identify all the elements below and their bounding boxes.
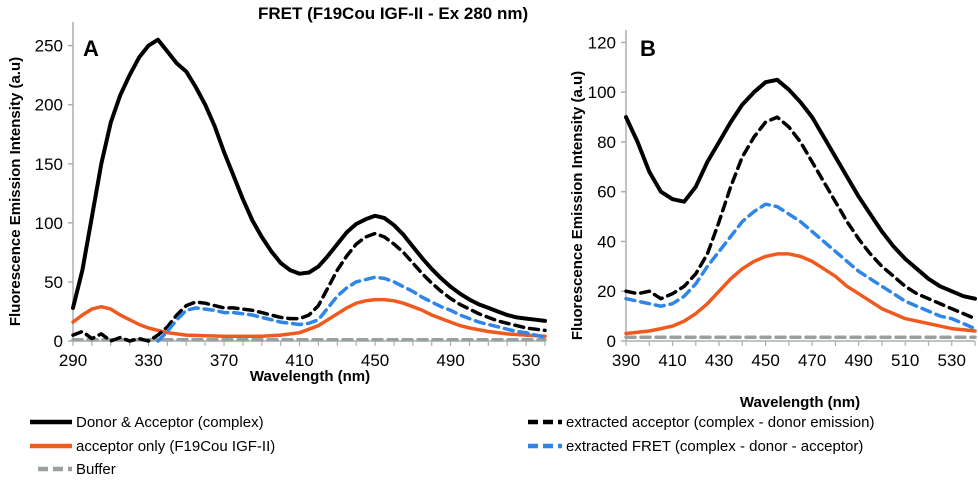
- legend-item-acceptor-only-f19cou-igf-ii: acceptor only (F19Cou IGF-II): [30, 438, 275, 455]
- series-line-donor-acceptor-complex: [624, 77, 977, 301]
- y-tick-label: 100: [588, 83, 616, 102]
- legend-label: Buffer: [76, 461, 116, 478]
- y-axis-label: Fluorescence Emission Intensity (a.u): [7, 57, 24, 326]
- y-tick-label: 40: [597, 232, 616, 251]
- y-axis-label: Fluorescence Emission Intensity (a.u): [569, 71, 586, 340]
- panel-letter: A: [83, 36, 99, 61]
- series-line-donor-acceptor-complex: [71, 37, 547, 323]
- x-tick-label: 370: [210, 351, 238, 370]
- chart-title: FRET (F19Cou IGF-II - Ex 280 nm): [258, 4, 528, 23]
- x-tick-label: 290: [59, 351, 87, 370]
- legend-item-buffer: Buffer: [38, 461, 116, 478]
- series-line-extracted-acceptor-complex-donor-emission: [71, 231, 547, 343]
- x-tick-label: 450: [361, 351, 389, 370]
- x-tick-label: 450: [751, 351, 779, 370]
- y-tick-label: 80: [597, 133, 616, 152]
- x-axis-label: Wavelength (nm): [250, 368, 370, 385]
- x-tick-label: 510: [891, 351, 919, 370]
- y-tick-label: 0: [54, 332, 63, 351]
- legend-label: extracted acceptor (complex - donor emis…: [566, 414, 874, 431]
- legend-label: extracted FRET (complex - donor - accept…: [566, 438, 863, 455]
- legend-item-donor-acceptor-complex: Donor & Acceptor (complex): [30, 414, 264, 431]
- x-axis-label: Wavelength (nm): [740, 394, 860, 411]
- x-tick-label: 410: [285, 351, 313, 370]
- y-tick-label: 20: [597, 282, 616, 301]
- x-tick-label: 430: [705, 351, 733, 370]
- series-line-extracted-fret-complex-donor-acceptor: [624, 202, 977, 331]
- legend-label: acceptor only (F19Cou IGF-II): [76, 438, 275, 455]
- series-line-extracted-acceptor-complex-donor-emission: [624, 115, 977, 321]
- y-tick-label: 150: [35, 155, 63, 174]
- y-tick-label: 200: [35, 96, 63, 115]
- y-tick-label: 0: [607, 332, 616, 351]
- x-tick-label: 530: [512, 351, 540, 370]
- x-tick-label: 390: [612, 351, 640, 370]
- y-tick-label: 100: [35, 214, 63, 233]
- x-tick-label: 490: [436, 351, 464, 370]
- legend-item-extracted-fret-complex-donor-acceptor: extracted FRET (complex - donor - accept…: [528, 438, 863, 455]
- y-tick-label: 250: [35, 37, 63, 56]
- panel-letter: B: [640, 36, 656, 61]
- x-tick-label: 490: [844, 351, 872, 370]
- panel-b: 0 20 40 60 80 100 120 390 410 430 450 470 490 510 530 F…: [569, 30, 977, 411]
- y-tick-label: 120: [588, 33, 616, 52]
- x-tick-label: 410: [658, 351, 686, 370]
- legend: Donor & Acceptor (complex) acceptor only …: [30, 414, 874, 478]
- series-line-acceptor-only-f19cou-igf-ii: [71, 297, 547, 339]
- series-line-extracted-fret-complex-donor-acceptor: [156, 275, 547, 343]
- series-line-acceptor-only-f19cou-igf-ii: [624, 252, 977, 336]
- x-tick-label: 530: [938, 351, 966, 370]
- y-tick-label: 60: [597, 183, 616, 202]
- legend-label: Donor & Acceptor (complex): [76, 414, 264, 431]
- y-tick-label: 50: [44, 273, 63, 292]
- x-tick-label: 330: [134, 351, 162, 370]
- x-tick-label: 470: [798, 351, 826, 370]
- panel-a: 0 50 100 150 200 250 290 330 370 410 450 490 530 Fluo…: [7, 22, 547, 385]
- legend-item-extracted-acceptor-complex-donor-emission: extracted acceptor (complex - donor emis…: [528, 414, 874, 431]
